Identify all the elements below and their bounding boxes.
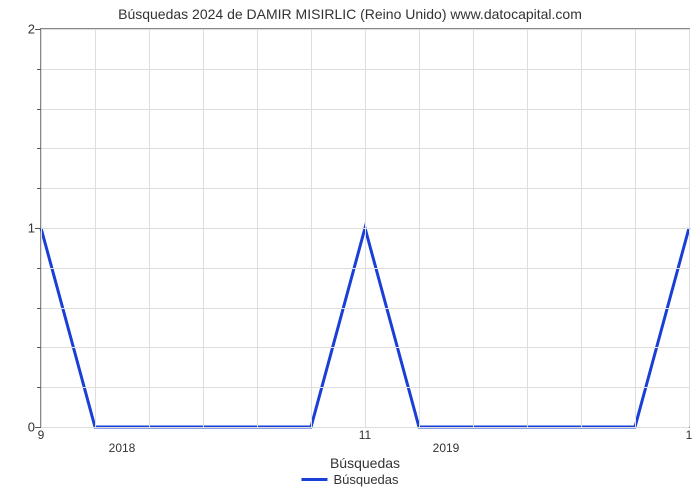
grid-line-horizontal-minor: [41, 109, 689, 110]
y-tick-mark-minor: [37, 148, 41, 149]
grid-line-horizontal-minor: [41, 188, 689, 189]
legend: Búsquedas: [301, 472, 398, 487]
x-axis-title: Búsquedas: [330, 455, 400, 471]
grid-line-horizontal-minor: [41, 387, 689, 388]
x-year-label: 2019: [433, 441, 460, 455]
grid-line-horizontal-minor: [41, 308, 689, 309]
y-tick-mark: [35, 228, 41, 229]
chart-container: Búsquedas 2024 de DAMIR MISIRLIC (Reino …: [0, 0, 700, 500]
chart-title: Búsquedas 2024 de DAMIR MISIRLIC (Reino …: [0, 0, 700, 22]
grid-line-horizontal-minor: [41, 268, 689, 269]
plot-area: Búsquedas 012911120182019202: [40, 28, 690, 428]
y-tick-mark: [35, 29, 41, 30]
y-tick-label: 2: [28, 22, 35, 37]
y-tick-mark-minor: [37, 69, 41, 70]
x-year-label: 2018: [109, 441, 136, 455]
x-value-label: 9: [38, 428, 45, 442]
x-value-label: 1: [686, 428, 693, 442]
grid-line-vertical: [689, 29, 690, 427]
legend-color-swatch: [301, 478, 327, 481]
grid-line-horizontal: [41, 228, 689, 229]
grid-line-horizontal-minor: [41, 69, 689, 70]
y-tick-label: 0: [28, 420, 35, 435]
legend-label: Búsquedas: [333, 472, 398, 487]
y-tick-mark-minor: [37, 387, 41, 388]
y-tick-label: 1: [28, 221, 35, 236]
y-tick-mark-minor: [37, 308, 41, 309]
x-value-label: 11: [359, 428, 371, 442]
y-tick-mark-minor: [37, 109, 41, 110]
grid-line-horizontal-minor: [41, 148, 689, 149]
grid-line-horizontal: [41, 29, 689, 30]
y-tick-mark-minor: [37, 188, 41, 189]
y-tick-mark-minor: [37, 347, 41, 348]
grid-line-horizontal-minor: [41, 347, 689, 348]
y-tick-mark-minor: [37, 268, 41, 269]
